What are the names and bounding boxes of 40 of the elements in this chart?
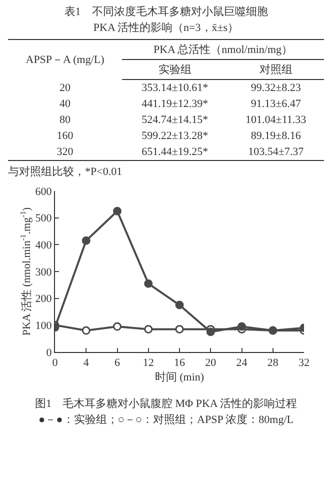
y-tick-label: 300 — [35, 266, 52, 278]
text: 图1 毛木耳多糖对小鼠腹腔 MΦ PKA 活性的影响过程 — [34, 396, 298, 412]
data-label: 599.22±13.28* — [140, 129, 210, 144]
x-tick-label: 4 — [83, 357, 90, 370]
data-label: 89.19±8.16 — [250, 129, 302, 144]
x-tick-label: 20 — [205, 357, 217, 370]
x-tick-label: 32 — [298, 357, 310, 370]
text: PKA 活性的影响（n=3，x̄±s） — [92, 21, 240, 36]
data-label: 524.74±14.15* — [140, 113, 210, 128]
x-tick-label: 16 — [174, 357, 186, 370]
x-tick-label: 28 — [267, 357, 279, 370]
data-label: 441.19±12.39* — [140, 97, 210, 112]
x-tick-label: 24 — [236, 357, 248, 370]
y-tick-label: 0 — [46, 346, 52, 359]
text: 对照组 — [228, 60, 324, 80]
category-label: 320 — [56, 145, 74, 160]
category-label: 160 — [56, 129, 74, 144]
y-tick-label: 600 — [35, 186, 52, 198]
data-label: 101.04±11.33 — [244, 113, 308, 128]
y-tick-label: 400 — [35, 240, 52, 252]
data-label: 651.44±19.25* — [140, 145, 210, 160]
y-tick-label: 500 — [35, 212, 52, 225]
data-label: 353.14±10.61* — [140, 81, 210, 96]
category-label: 40 — [58, 97, 72, 112]
data-label: 91.13±6.47 — [250, 97, 302, 112]
text: 表1 不同浓度毛木耳多糖对小鼠巨噬细胞 — [63, 4, 269, 20]
category-label: 80 — [58, 113, 72, 128]
text: 实验组 — [122, 60, 228, 80]
x-axis-title: 时间 (min) — [154, 370, 204, 384]
text: PKA 总活性（nmol/min/mg） — [122, 40, 324, 60]
data-label: 103.54±7.37 — [247, 145, 305, 160]
category-label: 20 — [58, 80, 72, 96]
x-tick-label: 6 — [114, 357, 120, 370]
y-tick-label: 100 — [35, 320, 52, 332]
data-label: 99.32±8.23 — [250, 81, 302, 96]
x-tick-label: 12 — [142, 357, 154, 370]
y-tick-label: 200 — [35, 293, 52, 306]
text: APSP－A (mg/L) — [24, 53, 106, 68]
text: 与对照组比较，*P<0.01 — [8, 165, 124, 179]
text: ●－●：实验组；○－○：对照组；APSP 浓度：80mg/L — [37, 412, 295, 428]
